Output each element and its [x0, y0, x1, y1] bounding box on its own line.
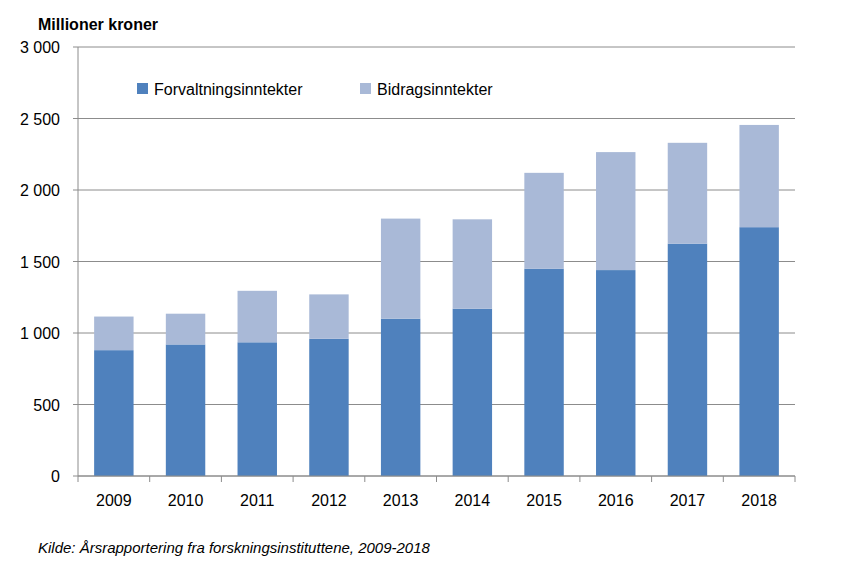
bar-segment	[668, 244, 707, 476]
bars	[94, 125, 779, 476]
x-tick	[149, 476, 150, 482]
grid-line	[78, 47, 795, 48]
y-tick-label: 2 500	[20, 111, 60, 128]
x-tick	[436, 476, 437, 482]
bar-segment	[524, 269, 563, 476]
bar-segment	[94, 317, 133, 351]
bar-segment	[166, 344, 205, 476]
x-tick-label: 2010	[168, 492, 204, 509]
bar-segment	[238, 291, 277, 342]
x-tick-label: 2018	[741, 492, 777, 509]
legend-swatch	[360, 83, 371, 94]
bar-segment	[309, 294, 348, 338]
bar-segment	[524, 173, 563, 269]
x-tick	[364, 476, 365, 482]
bar-segment	[596, 270, 635, 476]
chart-container: 0 500 1 000 1 500 2 000 2 500 3 000 2009 2010 201…	[0, 0, 861, 569]
x-tick	[293, 476, 294, 482]
chart-svg: 0 500 1 000 1 500 2 000 2 500 3 000 2009 2010 201…	[0, 0, 861, 569]
y-tick-label: 1 000	[20, 325, 60, 342]
x-tick-label: 2015	[526, 492, 562, 509]
grid-line	[78, 118, 795, 119]
bar-segment	[668, 143, 707, 244]
x-tick-label: 2016	[598, 492, 634, 509]
x-tick	[78, 476, 79, 482]
y-tick-label: 500	[33, 397, 60, 414]
y-tick-label: 1 500	[20, 254, 60, 271]
y-tick	[73, 333, 78, 334]
y-tick	[73, 47, 78, 48]
bar-segment	[94, 350, 133, 476]
bar-segment	[739, 125, 778, 227]
bar-segment	[739, 227, 778, 476]
bar-segment	[596, 152, 635, 270]
x-tick	[795, 476, 796, 482]
bar-segment	[453, 219, 492, 308]
legend-label: Bidragsinntekter	[377, 81, 493, 98]
x-tick-label: 2011	[240, 492, 275, 509]
x-tick-label: 2013	[383, 492, 419, 509]
x-tick	[579, 476, 580, 482]
y-axis-label: Millioner kroner	[38, 16, 158, 33]
bar-segment	[381, 219, 420, 319]
legend-swatch	[137, 83, 148, 94]
x-tick	[723, 476, 724, 482]
y-tick	[73, 118, 78, 119]
x-tick	[221, 476, 222, 482]
y-tick-label: 2 000	[20, 182, 60, 199]
y-tick	[73, 476, 78, 477]
y-tick-label: 0	[51, 468, 60, 485]
y-axis	[78, 47, 79, 476]
source-note: Kilde: Årsrapportering fra forskningsins…	[38, 539, 431, 556]
y-tick	[73, 190, 78, 191]
x-tick	[508, 476, 509, 482]
bar-segment	[166, 314, 205, 345]
y-tick	[73, 404, 78, 405]
x-tick-label: 2012	[311, 492, 347, 509]
bar-segment	[238, 342, 277, 476]
bar-segment	[453, 309, 492, 476]
bar-segment	[381, 319, 420, 476]
bar-segment	[309, 339, 348, 476]
y-tick-label: 3 000	[20, 39, 60, 56]
x-tick-label: 2017	[670, 492, 706, 509]
x-tick	[651, 476, 652, 482]
legend-label: Forvaltningsinntekter	[154, 81, 303, 98]
y-tick	[73, 261, 78, 262]
x-tick-label: 2009	[96, 492, 132, 509]
x-tick-label: 2014	[455, 492, 491, 509]
